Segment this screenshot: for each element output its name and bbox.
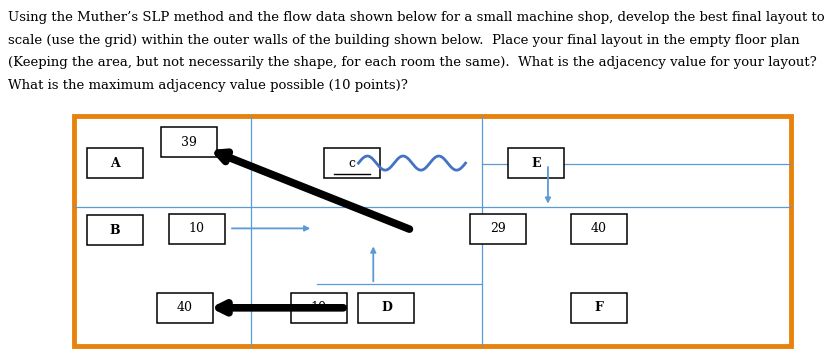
Text: B: B bbox=[110, 224, 119, 237]
Text: (Keeping the area, but not necessarily the shape, for each room the same).  What: (Keeping the area, but not necessarily t… bbox=[8, 56, 817, 70]
Bar bbox=[571, 293, 627, 323]
Bar bbox=[87, 215, 143, 245]
Bar bbox=[157, 293, 213, 323]
Bar bbox=[74, 116, 791, 346]
Text: 39: 39 bbox=[180, 136, 197, 149]
Text: c: c bbox=[349, 157, 355, 170]
Text: What is the maximum adjacency value possible (10 points)?: What is the maximum adjacency value poss… bbox=[8, 79, 408, 92]
Text: D: D bbox=[381, 301, 392, 315]
Bar bbox=[87, 148, 143, 178]
Text: E: E bbox=[531, 157, 541, 170]
Text: 10: 10 bbox=[189, 222, 205, 235]
Bar bbox=[291, 293, 347, 323]
Bar bbox=[508, 148, 564, 178]
Text: scale (use the grid) within the outer walls of the building shown below.  Place : scale (use the grid) within the outer wa… bbox=[8, 34, 800, 47]
Bar bbox=[324, 148, 380, 178]
Text: A: A bbox=[110, 157, 119, 170]
Text: 10: 10 bbox=[311, 301, 327, 315]
Text: Using the Muther’s SLP method and the flow data shown below for a small machine : Using the Muther’s SLP method and the fl… bbox=[8, 11, 824, 24]
Bar bbox=[358, 293, 414, 323]
Text: 29: 29 bbox=[489, 222, 506, 235]
Bar bbox=[571, 214, 627, 244]
Bar bbox=[161, 127, 217, 157]
Bar bbox=[169, 214, 225, 244]
Bar bbox=[470, 214, 526, 244]
Text: 40: 40 bbox=[176, 301, 193, 315]
Text: 40: 40 bbox=[591, 222, 607, 235]
Text: F: F bbox=[595, 301, 603, 315]
